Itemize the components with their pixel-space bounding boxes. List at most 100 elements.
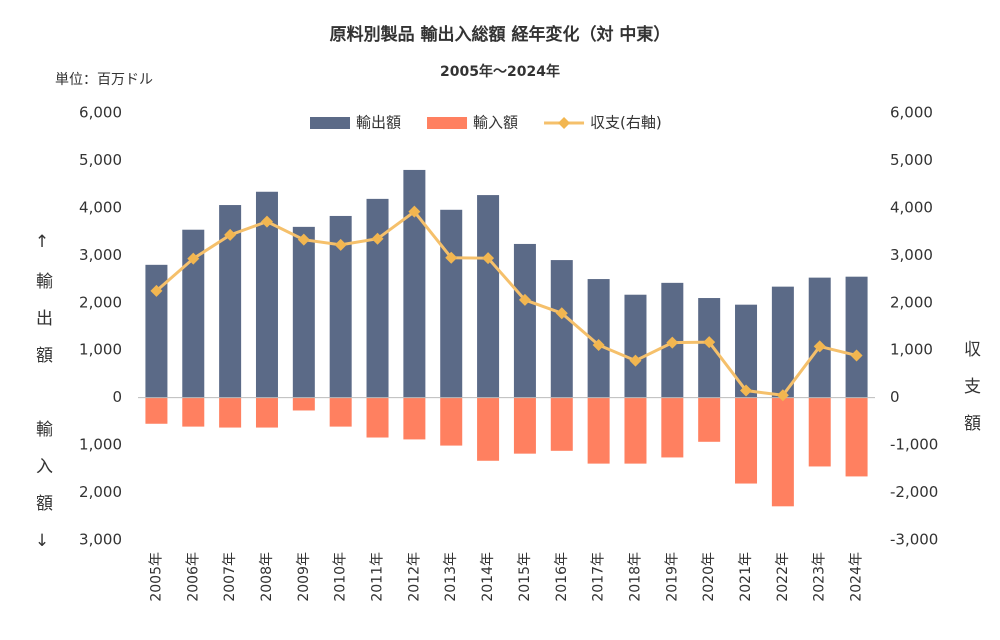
x-tick-label: 2012年 [406,552,422,602]
bar [624,294,647,398]
y2-tick-label: 3,000 [890,246,933,264]
x-tick-label: 2024年 [849,552,865,602]
y-tick-label: 3,000 [79,246,122,264]
y2-tick-label: 1,000 [890,341,933,359]
x-tick-label: 2020年 [701,552,717,602]
balance-marker [518,293,531,306]
balance-marker [297,233,310,246]
bar [550,397,573,451]
bar [329,397,352,427]
x-tick-label: 2011年 [370,552,386,602]
bar [292,397,315,411]
y-tick-label: 4,000 [79,198,122,216]
y2-tick-label: -2,000 [890,483,938,501]
x-tick-label: 2022年 [775,552,791,602]
bar [845,397,868,477]
y-tick-label: 6,000 [79,104,122,122]
x-tick-label: 2017年 [591,552,607,602]
bar [145,264,168,398]
bar [219,205,242,398]
bar [403,169,426,398]
balance-marker [482,252,495,265]
y-tick-label: 0 [112,388,122,406]
bar [587,279,610,398]
x-tick-label: 2014年 [480,552,496,602]
y2-tick-label: 2,000 [890,293,933,311]
balance-marker [187,252,200,265]
bar [698,397,721,442]
x-tick-label: 2007年 [222,552,238,602]
bar [513,243,536,398]
bar [182,397,205,427]
balance-marker [555,307,568,320]
legend-swatch [427,117,468,129]
chart-title: 原料別製品 輸出入総額 経年変化（対 中東） [330,24,671,45]
y2-tick-label: 6,000 [890,104,933,122]
bar [366,198,389,398]
x-tick-label: 2008年 [259,552,275,602]
bar [182,229,205,398]
balance-marker [592,339,605,352]
balance-marker [150,284,163,297]
bar [587,397,610,464]
y2-axis-label: 収支額 [960,340,981,451]
bar [255,191,278,398]
x-tick-label: 2018年 [627,552,643,602]
balance-marker [776,389,789,402]
bar [477,195,500,398]
legend-label: 輸入額 [473,114,518,132]
x-tick-label: 2010年 [333,552,349,602]
bar [440,209,463,398]
unit-label: 単位：百万ドル [55,72,153,88]
y2-tick-label: -3,000 [890,531,938,549]
bar [661,397,684,458]
balance-marker [813,340,826,353]
y2-tick-label: 5,000 [890,151,933,169]
bar [403,397,426,440]
bar [808,397,831,467]
bar [219,397,242,428]
x-tick-label: 2023年 [812,552,828,602]
bar [624,397,647,464]
balance-marker [629,354,642,367]
x-tick-label: 2009年 [296,552,312,602]
y-tick-label: 1,000 [79,341,122,359]
y-tick-label: 1,000 [79,436,122,454]
bar [440,397,463,446]
y-tick-label: 3,000 [79,531,122,549]
balance-marker [445,251,458,264]
bar [735,397,758,484]
y-axis-label-lower: 輸入額↓ [32,420,53,571]
y-tick-label: 2,000 [79,293,122,311]
legend-label: 収支(右軸) [590,114,662,132]
bar [292,226,315,398]
chart-subtitle: 2005年～2024年 [440,63,560,80]
bar [513,397,536,454]
y2-tick-label: 4,000 [890,198,933,216]
bar [771,397,794,507]
balance-marker [334,238,347,251]
balance-line [155,209,857,397]
balance-marker [740,384,753,397]
legend-label: 輸出額 [356,114,401,132]
x-tick-label: 2019年 [664,552,680,602]
y-axis-label-upper: ↑輸出額 [32,232,53,383]
balance-marker [408,205,421,218]
bar [808,277,831,398]
y2-tick-label: -1,000 [890,436,938,454]
x-tick-label: 2016年 [554,552,570,602]
legend-swatch [558,117,571,129]
bar [477,397,500,461]
x-tick-label: 2015年 [517,552,533,602]
x-tick-label: 2013年 [443,552,459,602]
x-tick-label: 2005年 [148,552,164,602]
y2-tick-label: 0 [890,388,900,406]
balance-marker [224,228,237,241]
balance-marker [260,215,273,228]
bar [550,260,573,398]
bar [845,276,868,398]
balance-marker [666,336,679,349]
bar [366,397,389,438]
legend-swatch [310,117,350,129]
